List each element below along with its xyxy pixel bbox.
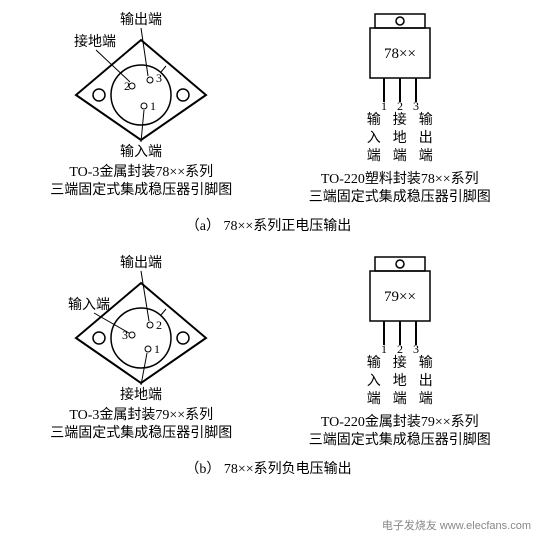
to220-cap-l1-a: TO-220塑料封装78××系列: [309, 171, 491, 189]
pin-col-2-b: 接 地 端: [393, 355, 407, 410]
pin3-circle-a: [147, 77, 153, 83]
to3-cap-l2-b: 三端固定式集成稳压器引脚图: [46, 425, 236, 443]
to220-caption-a: TO-220塑料封装78××系列 三端固定式集成稳压器引脚图: [309, 171, 491, 207]
caption-a: （a） 78××系列正电压输出: [10, 215, 527, 235]
to3-cap-l1-b: TO-3金属封装79××系列: [46, 407, 236, 425]
to220-tab-a: [375, 14, 425, 28]
pin-col-3-a: 输 出 端: [419, 112, 433, 167]
to3-diagram-a: 输出端 接地端 输入端 2 3 1: [46, 10, 236, 160]
c2r2-a: 地: [393, 130, 407, 148]
to220-pin1-a: 1: [381, 99, 387, 110]
c2r3-a: 端: [393, 148, 407, 166]
c1r1-a: 输: [367, 112, 381, 130]
to220-caption-b: TO-220金属封装79××系列 三端固定式集成稳压器引脚图: [309, 414, 491, 450]
caption-b: （b） 78××系列负电压输出: [10, 458, 527, 478]
to220-pin2-b: 2: [397, 342, 403, 353]
to220-cap-l1-b: TO-220金属封装79××系列: [309, 414, 491, 432]
to220-cap-l2-a: 三端固定式集成稳压器引脚图: [309, 189, 491, 207]
to220-tab-b: [375, 257, 425, 271]
to220-pinlabels-b: 输 入 端 接 地 端 输 出 端: [309, 355, 491, 410]
c3r3-a: 端: [419, 148, 433, 166]
hole-right-a: [177, 89, 189, 101]
to3-cap-l1-a: TO-3金属封装78××系列: [46, 164, 236, 182]
c2r2-b: 地: [393, 373, 407, 391]
pin1-circle-a: [141, 103, 147, 109]
to3-cap-l2-a: 三端固定式集成稳压器引脚图: [46, 182, 236, 200]
to220-chiplabel-b: 79××: [384, 289, 416, 305]
label-ground-b: 接地端: [120, 386, 162, 403]
to3-col-a: 输出端 接地端 输入端 2 3 1 TO-3金属封装78: [46, 10, 236, 207]
c3r2-a: 出: [419, 130, 433, 148]
section-b: 输出端 输入端 接地端 3 2 1 TO-3金属封装79××系列 三端固定式集成…: [10, 253, 527, 450]
section-a: 输出端 接地端 输入端 2 3 1 TO-3金属封装78: [10, 10, 527, 207]
pin3-num-a: 3: [156, 71, 162, 85]
to3-center-a: [111, 65, 171, 125]
label-output-b: 输出端: [120, 255, 162, 271]
c2r1-a: 接: [393, 112, 407, 130]
to220-col-a: 78×× 1 2 3 输 入 端 接 地 端 输 出 端: [309, 10, 491, 207]
c3r2-b: 出: [419, 373, 433, 391]
hole-right-b: [177, 332, 189, 344]
to220-diagram-b: 79×× 1 2 3: [340, 253, 460, 353]
to3-center-b: [111, 308, 171, 368]
to220-pin2-a: 2: [397, 99, 403, 110]
to220-pin3-a: 3: [413, 99, 419, 110]
to220-chiplabel-a: 78××: [384, 46, 416, 62]
pin-col-2-a: 接 地 端: [393, 112, 407, 167]
c3r1-a: 输: [419, 112, 433, 130]
to220-diagram-a: 78×× 1 2 3: [340, 10, 460, 110]
to220-pinlabels-a: 输 入 端 接 地 端 输 出 端: [309, 112, 491, 167]
c1r3-a: 端: [367, 148, 381, 166]
to220-hole-b: [396, 260, 404, 268]
pin-col-3-b: 输 出 端: [419, 355, 433, 410]
to3-caption-b: TO-3金属封装79××系列 三端固定式集成稳压器引脚图: [46, 407, 236, 443]
to3-col-b: 输出端 输入端 接地端 3 2 1 TO-3金属封装79××系列 三端固定式集成…: [46, 253, 236, 450]
pin3-num-b: 3: [122, 328, 128, 342]
c1r2-a: 入: [367, 130, 381, 148]
c1r1-b: 输: [367, 355, 381, 373]
to3-diagram-b: 输出端 输入端 接地端 3 2 1: [46, 253, 236, 403]
to220-cap-l2-b: 三端固定式集成稳压器引脚图: [309, 432, 491, 450]
to220-col-b: 79×× 1 2 3 输 入 端 接 地 端 输 出 端: [309, 253, 491, 450]
pin-col-1-b: 输 入 端: [367, 355, 381, 410]
c1r2-b: 入: [367, 373, 381, 391]
label-input-a: 输入端: [120, 144, 162, 160]
pin1-num-b: 1: [154, 342, 160, 356]
hole-left-a: [93, 89, 105, 101]
to220-pin3-b: 3: [413, 342, 419, 353]
to220-pin1-b: 1: [381, 342, 387, 353]
watermark: 电子发烧友 www.elecfans.com: [382, 517, 531, 533]
pin2-circle-b: [147, 322, 153, 328]
hole-left-b: [93, 332, 105, 344]
c2r3-b: 端: [393, 391, 407, 409]
pin1-num-a: 1: [150, 99, 156, 113]
to220-hole-a: [396, 17, 404, 25]
pin3-circle-b: [129, 332, 135, 338]
c1r3-b: 端: [367, 391, 381, 409]
label-output-a: 输出端: [120, 12, 162, 28]
c3r1-b: 输: [419, 355, 433, 373]
pin2-num-b: 2: [156, 318, 162, 332]
label-ground-a: 接地端: [74, 33, 116, 50]
pin-col-1-a: 输 入 端: [367, 112, 381, 167]
c3r3-b: 端: [419, 391, 433, 409]
pin1-circle-b: [145, 346, 151, 352]
label-input-b: 输入端: [68, 297, 110, 313]
c2r1-b: 接: [393, 355, 407, 373]
to3-caption-a: TO-3金属封装78××系列 三端固定式集成稳压器引脚图: [46, 164, 236, 200]
